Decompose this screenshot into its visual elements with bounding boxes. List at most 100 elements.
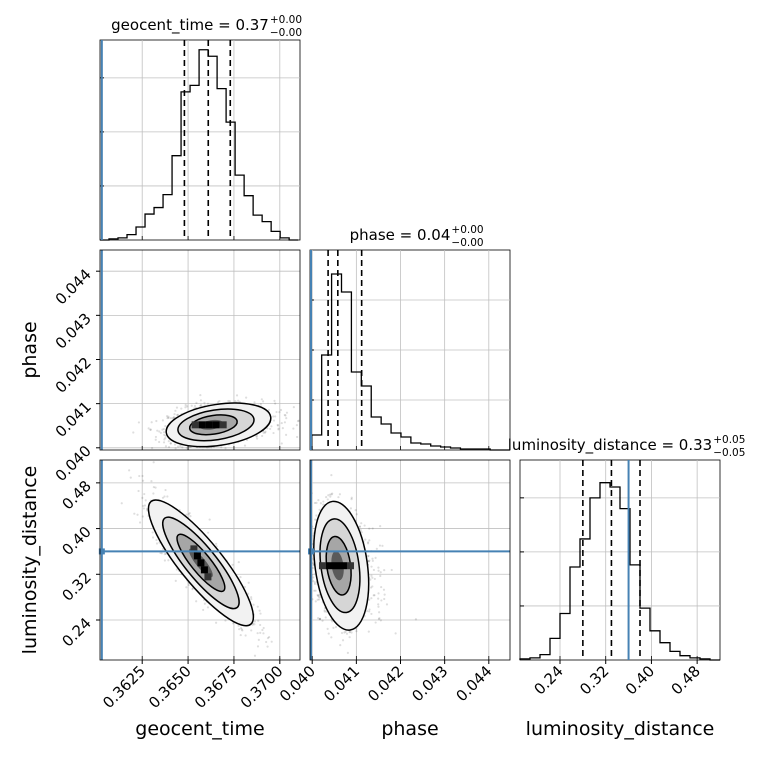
sample-point: [235, 394, 239, 397]
density-core: [204, 573, 212, 581]
sample-point: [277, 428, 280, 431]
sample-point: [367, 560, 370, 563]
x-axis-label: luminosity_distance: [526, 718, 715, 740]
sample-point: [262, 626, 265, 630]
sample-point: [348, 636, 351, 639]
sample-point: [174, 409, 177, 412]
sample-point: [377, 603, 380, 606]
sample-point: [378, 611, 381, 614]
y-axis-label: phase: [19, 321, 41, 378]
density-core: [346, 562, 354, 570]
sample-point: [143, 492, 146, 496]
sample-point: [164, 488, 167, 492]
sample-point: [253, 620, 257, 623]
x-tick-label: 0.3700: [237, 662, 287, 712]
x-axis-label: phase: [381, 718, 438, 740]
sample-point: [162, 453, 164, 455]
sample-point: [259, 631, 262, 634]
sample-point: [154, 486, 157, 489]
sample-point: [315, 514, 318, 517]
sample-point: [313, 582, 317, 586]
sample-point: [300, 568, 302, 570]
sample-point: [165, 415, 169, 418]
sample-point: [195, 600, 198, 603]
sample-point: [378, 617, 381, 620]
sample-point: [368, 539, 371, 542]
sample-point: [266, 637, 270, 640]
sample-point: [371, 527, 374, 530]
sample-point: [166, 495, 169, 498]
sample-point: [174, 447, 177, 450]
sample-point: [295, 423, 298, 427]
sample-point: [169, 442, 172, 445]
sample-point: [274, 415, 277, 418]
sample-point: [285, 417, 288, 420]
sample-point: [284, 433, 288, 436]
sample-point: [167, 416, 170, 420]
sample-point: [202, 608, 205, 612]
sample-point: [234, 400, 237, 403]
sample-point: [312, 580, 315, 583]
sample-point: [199, 403, 203, 407]
sample-point: [269, 427, 272, 431]
sample-point: [292, 406, 295, 409]
sample-point: [369, 578, 372, 581]
sample-point: [160, 552, 163, 555]
scatter-panel-geocent_time-phase: [99, 249, 301, 455]
sample-point: [129, 476, 132, 479]
title-text: luminosity_distance = 0.33: [508, 436, 712, 455]
sample-point: [214, 621, 218, 624]
sample-point: [163, 559, 166, 562]
x-axis-phase: 0.040 0.041 0.042 0.043 0.044 phase: [276, 660, 496, 740]
sample-point: [313, 501, 316, 505]
x-tick-label: 0.40: [622, 662, 658, 698]
sample-point: [164, 424, 167, 428]
sample-point: [304, 556, 306, 558]
sample-point: [161, 496, 165, 499]
sample-point: [156, 429, 159, 432]
sample-point: [314, 518, 317, 521]
sample-point: [239, 627, 243, 630]
sample-point: [301, 577, 303, 579]
y-tick-label: 0.041: [52, 398, 95, 441]
density-core: [190, 545, 198, 553]
y-tick-label: 0.042: [52, 354, 95, 397]
sample-point: [354, 509, 357, 512]
sample-point: [167, 440, 170, 443]
sample-point: [313, 589, 316, 592]
sample-point: [173, 413, 176, 416]
sample-point: [164, 436, 167, 440]
sample-point: [169, 416, 172, 420]
panel-frame: [99, 459, 301, 661]
sample-point: [338, 493, 341, 496]
sample-point: [255, 435, 258, 438]
sample-point: [142, 507, 146, 510]
sample-point: [247, 581, 250, 584]
sample-point: [331, 492, 334, 495]
sample-point: [316, 594, 320, 597]
sample-point: [308, 620, 310, 622]
sample-point: [307, 517, 309, 519]
x-tick-label: 0.3675: [191, 662, 241, 712]
sample-point: [267, 663, 269, 665]
sample-point: [258, 609, 261, 612]
sample-point: [189, 515, 192, 518]
sample-point: [243, 585, 246, 589]
sample-point: [369, 586, 373, 589]
sample-point: [252, 603, 255, 606]
sample-point: [379, 619, 382, 622]
sample-point: [163, 438, 166, 441]
sample-point: [164, 445, 168, 448]
sample-point: [373, 577, 376, 581]
sample-point: [371, 585, 374, 588]
density-core: [332, 562, 340, 570]
sample-point: [383, 593, 386, 596]
sample-point: [158, 430, 161, 433]
sample-point: [355, 630, 358, 633]
panel-frame: [309, 459, 511, 661]
sample-point: [314, 589, 317, 592]
hist-frame: [99, 39, 301, 241]
sample-point: [167, 415, 170, 418]
sample-point: [374, 621, 377, 624]
sample-point: [270, 425, 273, 428]
